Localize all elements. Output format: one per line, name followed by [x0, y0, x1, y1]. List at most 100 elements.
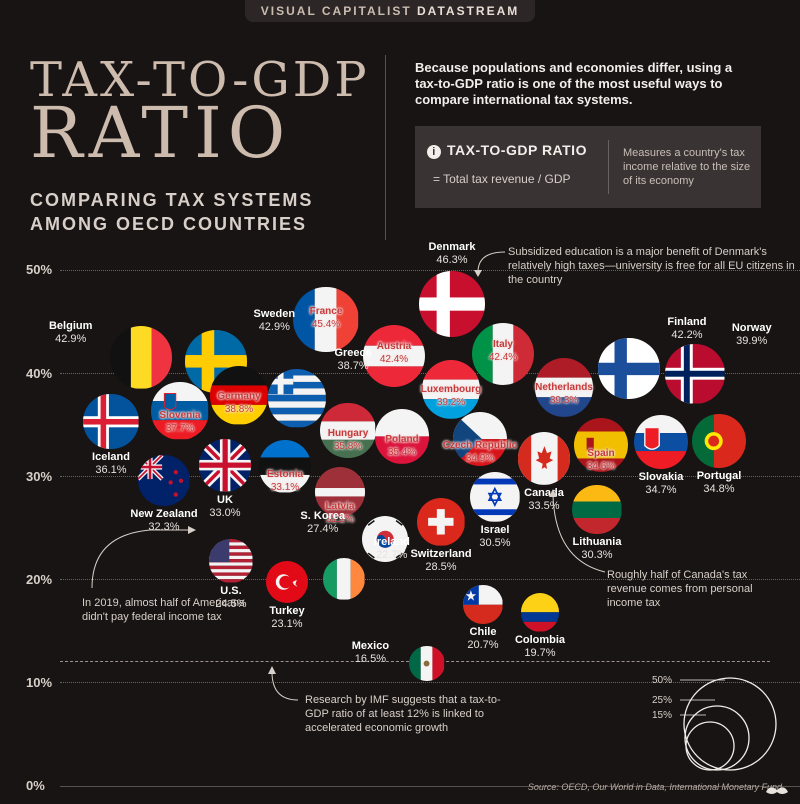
flag-bubble-korea — [361, 515, 409, 563]
germany-flag-icon — [209, 366, 269, 425]
flag-bubble-hungary — [320, 402, 376, 459]
country-name: Slovakia — [638, 470, 684, 483]
country-name: France — [309, 306, 343, 318]
flag-bubble-israel — [470, 472, 520, 523]
gridline-50 — [60, 270, 800, 271]
country-label-sweden: Sweden 42.9% — [229, 308, 319, 334]
country-label-usa: U.S. 24.5% — [186, 585, 276, 611]
country-name: S. Korea — [300, 509, 346, 522]
country-label-austria: Austria 42.4% — [349, 340, 439, 366]
country-name: Ireland — [373, 535, 410, 548]
newzealand-flag-icon — [138, 454, 190, 507]
y-tick-50: 50% — [26, 262, 53, 277]
country-name: Netherlands — [535, 382, 593, 394]
country-value: 36.1% — [95, 464, 127, 477]
greece-flag-icon — [267, 369, 327, 428]
country-label-chile: Chile 20.7% — [438, 626, 528, 652]
publisher-name: VISUAL CAPITALIST — [260, 4, 412, 18]
country-name: Spain — [587, 447, 615, 459]
country-value: 22.7% — [376, 548, 408, 561]
country-label-germany: Germany 38.8% — [194, 390, 284, 416]
flag-bubble-canada — [517, 431, 571, 485]
country-label-uk: UK 33.0% — [180, 494, 270, 520]
country-value: 33.1% — [270, 482, 300, 494]
page-title-line2: RATIO — [30, 92, 292, 174]
hungary-flag-icon — [320, 402, 376, 459]
definition-divider — [608, 140, 609, 194]
gridline-20 — [60, 579, 800, 580]
country-label-poland: Poland 35.4% — [357, 433, 447, 459]
country-name: Greece — [334, 347, 372, 360]
country-name: New Zealand — [130, 508, 198, 521]
turkey-flag-icon — [265, 560, 308, 603]
flag-bubble-belgium — [109, 325, 173, 389]
y-tick-30: 30% — [26, 469, 53, 484]
country-label-luxembourg: Luxembourg 39.2% — [406, 383, 496, 409]
ireland-flag-icon — [323, 557, 365, 600]
slovenia-flag-icon — [151, 382, 209, 440]
definition-title: i TAX-TO-GDP RATIO — [427, 142, 587, 159]
y-tick-0: 0% — [26, 778, 45, 793]
country-value: 27.4% — [307, 522, 339, 535]
country-label-spain: Spain 34.6% — [556, 447, 646, 473]
country-name: Denmark — [428, 241, 476, 254]
country-value: 39.3% — [549, 395, 579, 407]
country-name: Austria — [376, 341, 412, 353]
country-label-czech: Czech Republic 34.9% — [435, 439, 525, 465]
definition-formula: = Total tax revenue / GDP — [433, 172, 571, 186]
canada-flag-icon — [517, 431, 571, 485]
flag-bubble-spain — [574, 417, 628, 472]
latvia-flag-icon — [314, 466, 366, 518]
size-legend — [680, 677, 777, 771]
country-name: Norway — [731, 322, 772, 335]
legend-label-25: 25% — [652, 695, 673, 706]
country-value: 38.8% — [224, 403, 254, 415]
imf-annotation: Research by IMF suggests that a tax-to-G… — [305, 694, 501, 734]
flag-bubble-norway — [665, 344, 725, 404]
country-name: Lithuania — [572, 536, 622, 549]
mexico-flag-icon — [409, 646, 445, 682]
country-value: 30.3% — [581, 549, 613, 562]
country-value: 28.5% — [425, 560, 457, 573]
country-name: Israel — [480, 524, 510, 537]
belgium-flag-icon — [109, 325, 173, 389]
country-value: 33.5% — [528, 499, 560, 512]
country-label-switzerland: Switzerland 28.5% — [396, 548, 486, 574]
definition-description: Measures a country's tax income relative… — [623, 147, 751, 187]
country-label-ireland: Ireland 22.7% — [347, 536, 437, 562]
legend-label-50: 50% — [652, 675, 673, 686]
country-value: 45.4% — [311, 319, 341, 331]
brand-logo-icon — [764, 782, 790, 798]
slovakia-flag-icon — [633, 414, 689, 469]
austria-flag-icon — [362, 325, 426, 388]
flag-bubble-austria — [362, 325, 426, 388]
flag-bubble-chile — [463, 584, 503, 625]
flag-bubble-colombia — [520, 593, 560, 632]
canada-annotation: Roughly half of Canada's tax revenue com… — [607, 569, 753, 609]
country-value: 16.5% — [354, 653, 386, 666]
country-label-turkey: Turkey 23.1% — [242, 605, 332, 631]
header-divider — [385, 55, 386, 240]
country-label-mexico: Mexico 16.5% — [325, 640, 415, 666]
y-tick-20: 20% — [26, 572, 53, 587]
lithuania-flag-icon — [572, 484, 622, 535]
france-flag-icon — [293, 286, 359, 353]
y-tick-10: 10% — [26, 675, 53, 690]
country-name: Colombia — [514, 633, 566, 646]
chile-flag-icon — [463, 584, 503, 625]
norway-flag-icon — [665, 344, 725, 404]
country-name: Iceland — [92, 451, 130, 464]
country-name: Italy — [492, 339, 513, 351]
country-name: Slovenia — [159, 409, 201, 421]
denmark-flag-icon — [418, 271, 486, 338]
country-label-finland: Finland 42.2% — [642, 316, 732, 342]
country-label-greece: Greece 38.7% — [308, 347, 398, 373]
subtitle-line2: AMONG OECD COUNTRIES — [30, 214, 308, 234]
country-name: Sweden — [253, 307, 296, 320]
country-name: Czech Republic — [442, 439, 518, 451]
country-name: Finland — [667, 315, 707, 328]
israel-flag-icon — [470, 472, 520, 523]
flag-bubble-france — [293, 286, 359, 353]
